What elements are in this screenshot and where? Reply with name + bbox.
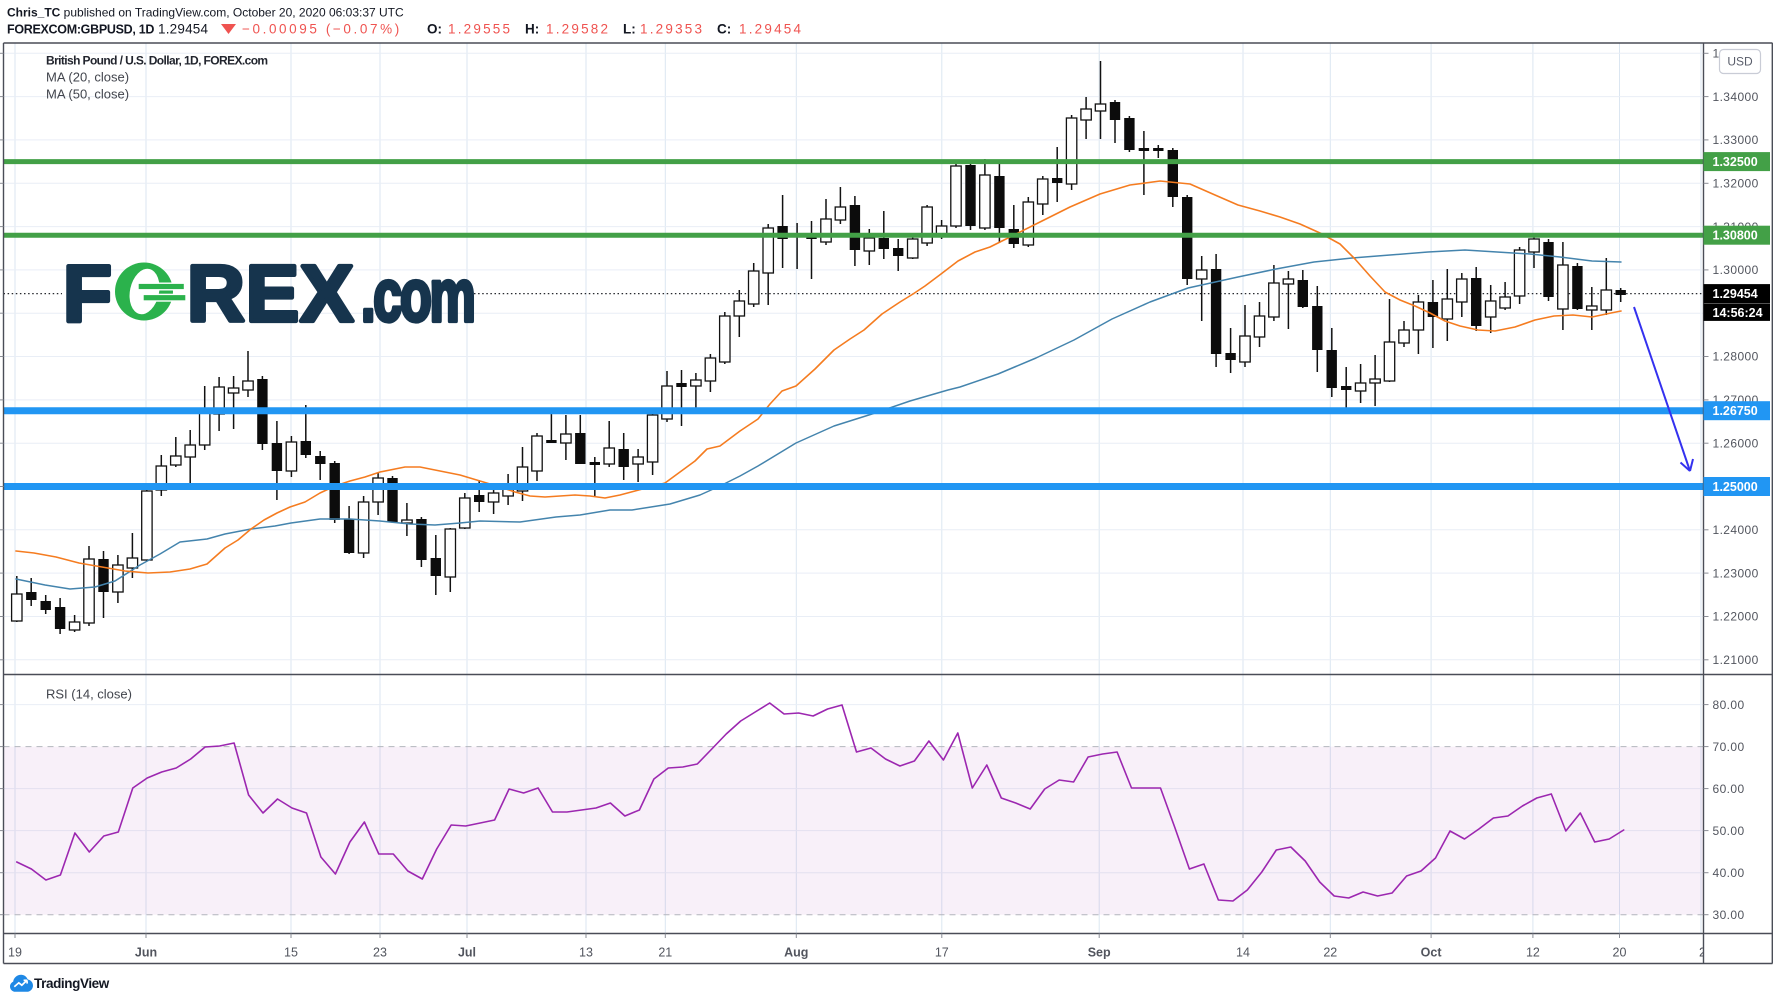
svg-text:L:: L: xyxy=(623,22,636,37)
svg-text:1.24000: 1.24000 xyxy=(1713,523,1759,537)
svg-text:1.30000: 1.30000 xyxy=(1713,263,1759,277)
svg-text:1.29582: 1.29582 xyxy=(546,22,610,37)
svg-text:TradingView: TradingView xyxy=(34,976,110,991)
svg-text:30.00: 30.00 xyxy=(1713,908,1745,922)
svg-text:C:: C: xyxy=(717,22,731,37)
svg-text:1.32500: 1.32500 xyxy=(1713,155,1758,169)
svg-text:1.32000: 1.32000 xyxy=(1713,177,1759,191)
svg-text:1.29454: 1.29454 xyxy=(1713,287,1758,301)
svg-text:1.22000: 1.22000 xyxy=(1713,610,1759,624)
svg-text:20: 20 xyxy=(1613,946,1627,960)
svg-text:Aug: Aug xyxy=(784,946,808,960)
svg-text:22: 22 xyxy=(1323,946,1337,960)
svg-text:RSI (14, close): RSI (14, close) xyxy=(46,687,132,702)
svg-text:70.00: 70.00 xyxy=(1713,740,1745,754)
svg-text:1.34000: 1.34000 xyxy=(1713,90,1759,104)
svg-text:Oct: Oct xyxy=(1421,946,1443,960)
svg-text:21: 21 xyxy=(658,946,672,960)
svg-text:23: 23 xyxy=(373,946,387,960)
svg-text:Jun: Jun xyxy=(135,946,157,960)
svg-text:19: 19 xyxy=(8,946,22,960)
svg-text:40.00: 40.00 xyxy=(1713,866,1745,880)
svg-text:Jul: Jul xyxy=(458,946,476,960)
svg-text:1.29454: 1.29454 xyxy=(158,22,208,37)
svg-text:14: 14 xyxy=(1236,946,1250,960)
svg-text:Sep: Sep xyxy=(1088,946,1111,960)
svg-text:−0.00095 (−0.07%): −0.00095 (−0.07%) xyxy=(242,22,402,37)
svg-text:1.26000: 1.26000 xyxy=(1713,436,1759,450)
svg-text:1.26750: 1.26750 xyxy=(1713,404,1758,418)
svg-text:1.29454: 1.29454 xyxy=(739,22,803,37)
svg-text:1.29353: 1.29353 xyxy=(640,22,704,37)
svg-text:Chris_TC published on TradingV: Chris_TC published on TradingView.com, O… xyxy=(7,6,404,20)
svg-text:15: 15 xyxy=(284,946,298,960)
svg-text:1.29555: 1.29555 xyxy=(448,22,512,37)
svg-text:13: 13 xyxy=(579,946,593,960)
svg-text:60.00: 60.00 xyxy=(1713,782,1745,796)
svg-text:FOREXCOM:GBPUSD, 1D: FOREXCOM:GBPUSD, 1D xyxy=(7,23,154,37)
svg-text:F: F xyxy=(63,249,110,338)
svg-text:1.25000: 1.25000 xyxy=(1713,480,1758,494)
svg-text:50.00: 50.00 xyxy=(1713,824,1745,838)
svg-text:12: 12 xyxy=(1526,946,1540,960)
svg-text:80.00: 80.00 xyxy=(1713,698,1745,712)
svg-text:REX: REX xyxy=(187,249,355,338)
svg-text:MA (20, close): MA (20, close) xyxy=(46,70,129,85)
svg-text:.com: .com xyxy=(361,254,474,337)
svg-text:1.28000: 1.28000 xyxy=(1713,350,1759,364)
svg-text:1.23000: 1.23000 xyxy=(1713,566,1759,580)
svg-text:British Pound / U.S. Dollar, 1: British Pound / U.S. Dollar, 1D, FOREX.c… xyxy=(46,54,268,68)
svg-text:17: 17 xyxy=(935,946,949,960)
svg-text:1.30800: 1.30800 xyxy=(1713,229,1758,243)
svg-text:1.33000: 1.33000 xyxy=(1713,133,1759,147)
svg-text:O:: O: xyxy=(427,22,442,37)
svg-text:USD: USD xyxy=(1727,55,1753,69)
svg-text:2: 2 xyxy=(1699,946,1706,960)
svg-text:MA (50, close): MA (50, close) xyxy=(46,87,129,102)
svg-text:14:56:24: 14:56:24 xyxy=(1713,306,1763,320)
svg-text:H:: H: xyxy=(525,22,539,37)
svg-text:1.21000: 1.21000 xyxy=(1713,653,1759,667)
